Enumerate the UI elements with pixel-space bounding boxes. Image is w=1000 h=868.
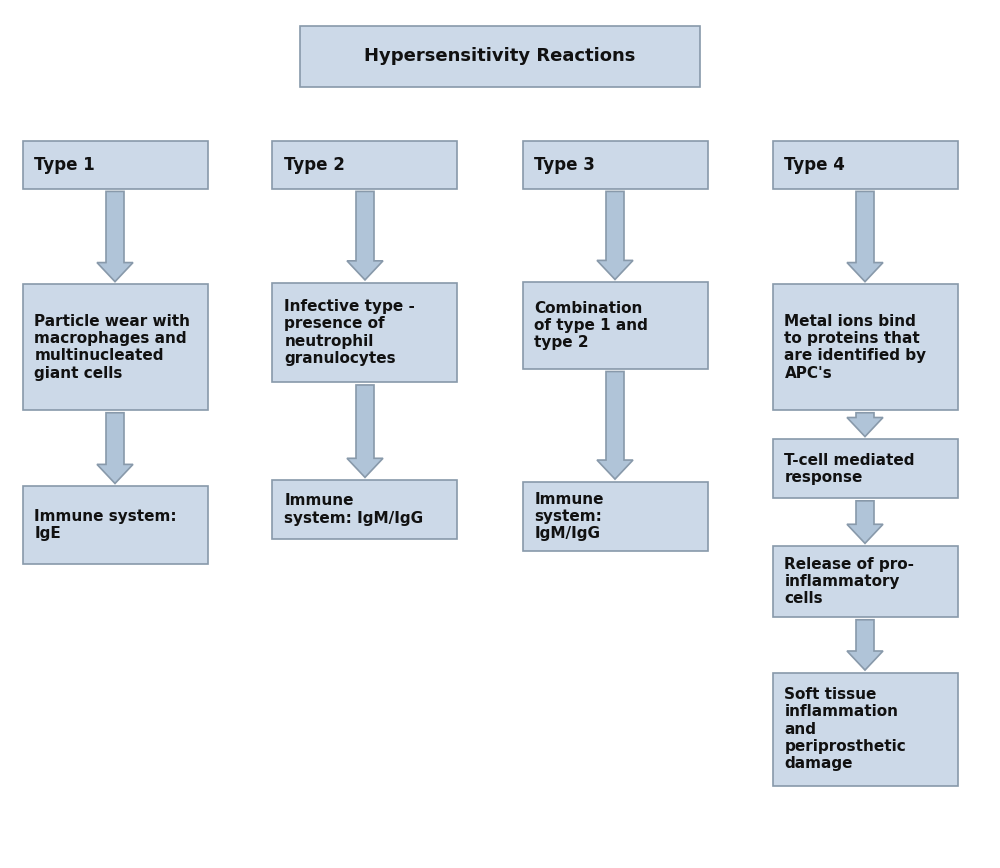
Text: Type 3: Type 3 [534, 156, 595, 174]
Polygon shape [597, 372, 633, 479]
Text: Type 2: Type 2 [285, 156, 345, 174]
Polygon shape [597, 191, 633, 279]
FancyBboxPatch shape [522, 482, 708, 551]
FancyBboxPatch shape [772, 285, 958, 411]
Text: Immune
system:
IgM/IgG: Immune system: IgM/IgG [534, 491, 604, 542]
Polygon shape [847, 413, 883, 437]
Polygon shape [847, 191, 883, 281]
Text: Hypersensitivity Reactions: Hypersensitivity Reactions [364, 48, 636, 65]
Text: Particle wear with
macrophages and
multinucleated
giant cells: Particle wear with macrophages and multi… [34, 313, 190, 381]
FancyBboxPatch shape [23, 141, 208, 188]
Text: T-cell mediated
response: T-cell mediated response [784, 452, 915, 485]
Polygon shape [97, 191, 133, 281]
Polygon shape [97, 413, 133, 483]
FancyBboxPatch shape [772, 546, 958, 617]
FancyBboxPatch shape [772, 141, 958, 188]
Text: Soft tissue
inflammation
and
periprosthetic
damage: Soft tissue inflammation and periprosthe… [784, 687, 906, 772]
Polygon shape [847, 620, 883, 670]
FancyBboxPatch shape [272, 480, 457, 539]
FancyBboxPatch shape [522, 282, 708, 369]
Text: Infective type -
presence of
neutrophil
granulocytes: Infective type - presence of neutrophil … [285, 299, 415, 366]
Text: Combination
of type 1 and
type 2: Combination of type 1 and type 2 [534, 300, 648, 351]
FancyBboxPatch shape [272, 283, 457, 382]
Text: Immune system:
IgE: Immune system: IgE [34, 509, 177, 542]
Polygon shape [347, 385, 383, 477]
FancyBboxPatch shape [522, 141, 708, 188]
Text: Type 4: Type 4 [784, 156, 845, 174]
FancyBboxPatch shape [300, 26, 700, 87]
Text: Type 1: Type 1 [34, 156, 95, 174]
Text: Release of pro-
inflammatory
cells: Release of pro- inflammatory cells [784, 556, 914, 607]
Text: Immune
system: IgM/IgG: Immune system: IgM/IgG [285, 493, 424, 526]
FancyBboxPatch shape [23, 285, 208, 411]
Text: Metal ions bind
to proteins that
are identified by
APC's: Metal ions bind to proteins that are ide… [784, 313, 927, 381]
FancyBboxPatch shape [272, 141, 457, 188]
FancyBboxPatch shape [23, 486, 208, 564]
FancyBboxPatch shape [772, 439, 958, 498]
Polygon shape [347, 191, 383, 280]
FancyBboxPatch shape [772, 673, 958, 786]
Polygon shape [847, 501, 883, 543]
